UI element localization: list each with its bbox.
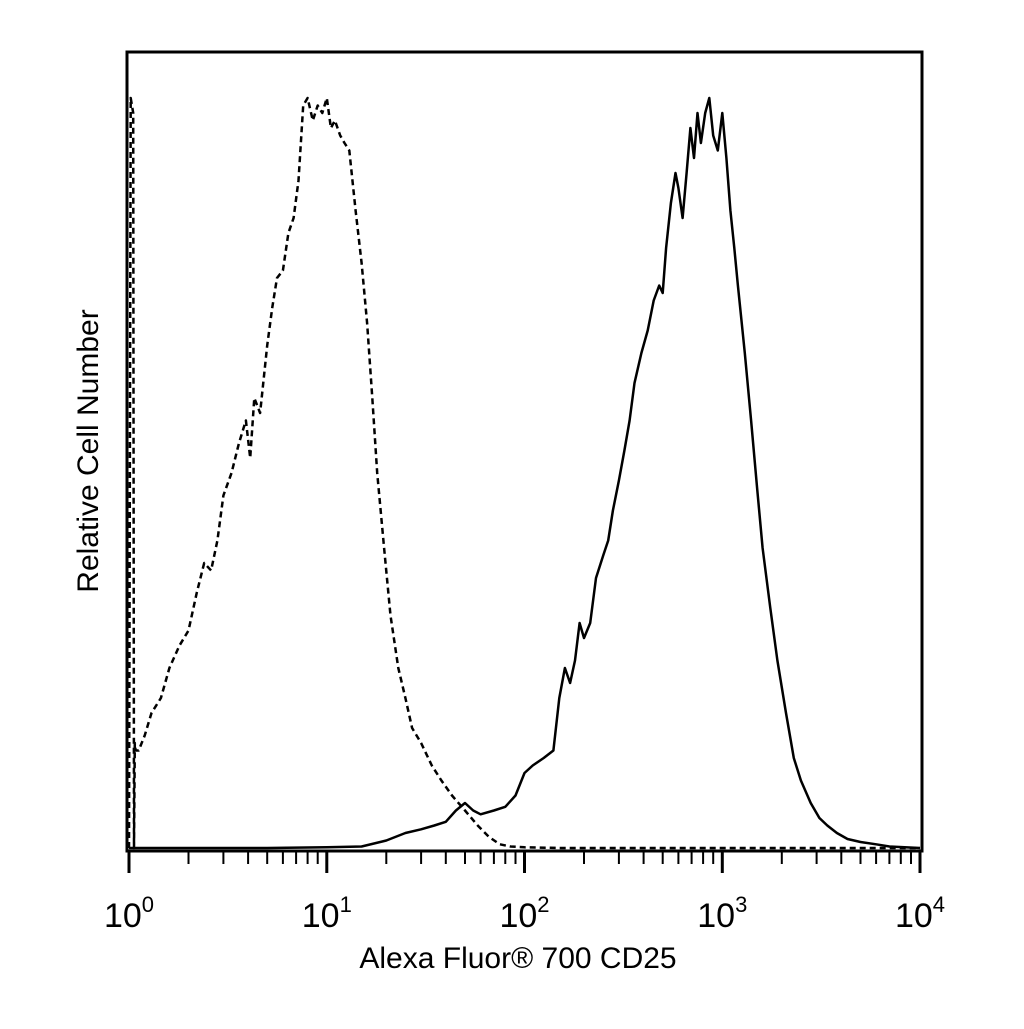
x-tick-exponent: 2 <box>537 892 549 917</box>
x-tick-exponent: 3 <box>735 892 747 917</box>
x-axis-ticks <box>127 851 922 873</box>
x-tick-label: 100 <box>104 892 154 935</box>
x-tick-exponent: 4 <box>933 892 945 917</box>
x-tick-base: 10 <box>499 897 537 935</box>
x-tick-label: 101 <box>302 892 352 935</box>
x-tick-base: 10 <box>104 897 142 935</box>
x-tick-exponent: 0 <box>142 892 154 917</box>
x-tick-label: 104 <box>895 892 945 935</box>
x-tick-base: 10 <box>302 897 340 935</box>
x-tick-label: 102 <box>499 892 549 935</box>
x-tick-base: 10 <box>895 897 933 935</box>
x-axis-tick-labels: 100 101 102 103 104 <box>104 892 945 935</box>
x-tick-exponent: 1 <box>340 892 352 917</box>
x-tick-base: 10 <box>697 897 735 935</box>
histogram-series-solid <box>129 96 921 850</box>
x-tick-label: 103 <box>697 892 747 935</box>
x-axis-label: Alexa Fluor® 700 CD25 <box>359 942 676 975</box>
series-layer <box>127 96 921 850</box>
histogram-series-dashed <box>127 96 920 850</box>
y-axis-label: Relative Cell Number <box>72 309 105 592</box>
